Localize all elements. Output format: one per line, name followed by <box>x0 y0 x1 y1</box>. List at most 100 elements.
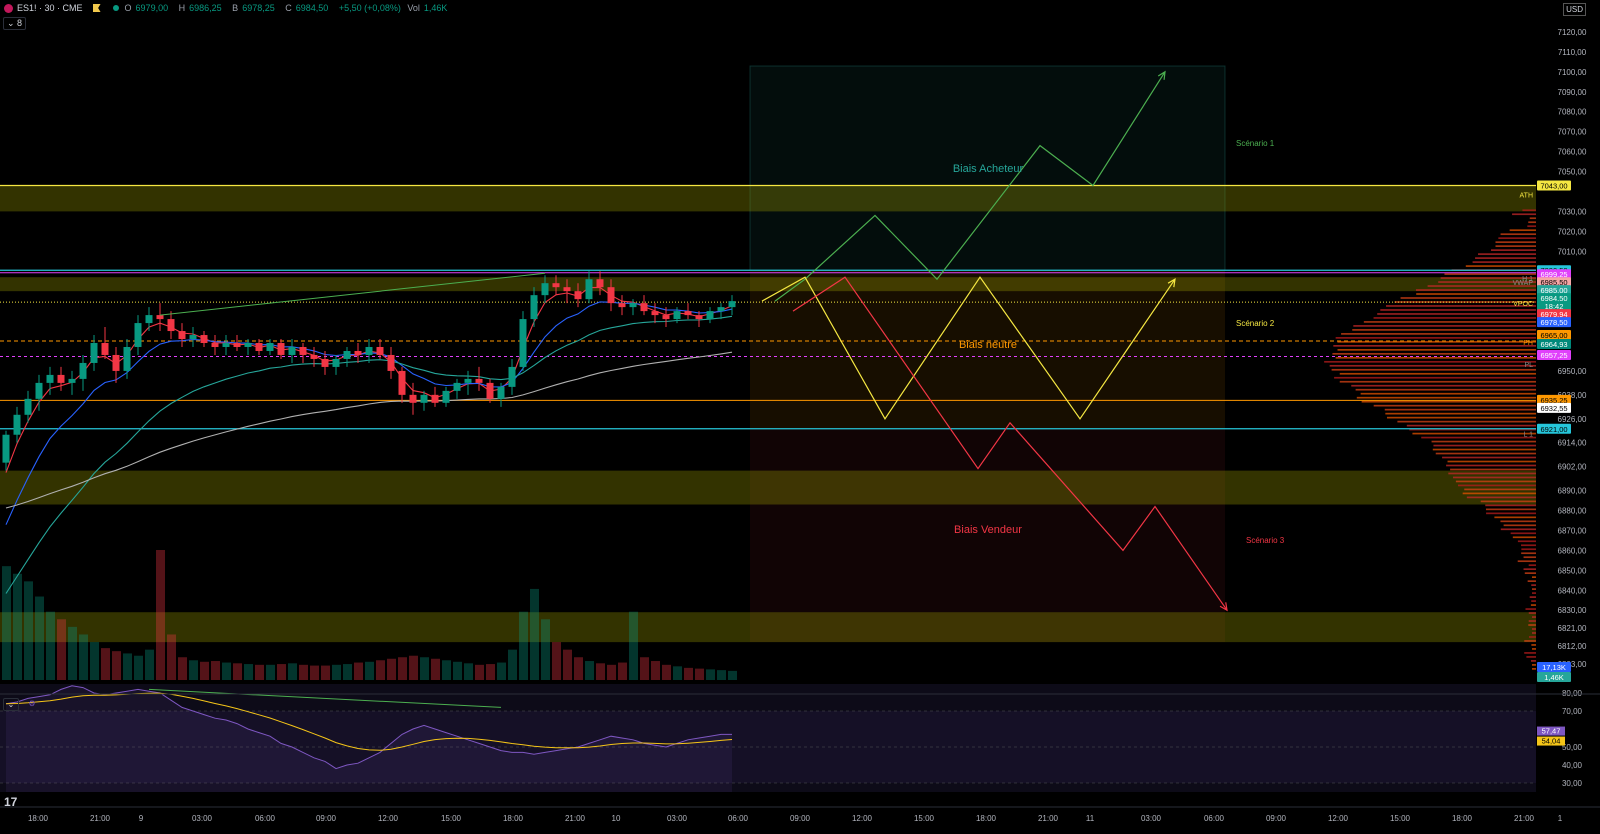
candle-body <box>641 303 648 311</box>
candle-body <box>278 343 285 355</box>
volume-bar <box>79 634 88 680</box>
volume-profile-bar <box>1486 509 1536 511</box>
price-tick-label: 6914,00 <box>1558 439 1587 448</box>
candle-body <box>652 311 659 315</box>
candle-body <box>454 383 461 391</box>
price-tag-label: 7043,00 <box>1540 181 1567 190</box>
tradingview-logo[interactable]: 17 <box>4 795 17 809</box>
candle-body <box>36 383 43 399</box>
collapse-chevron-icon[interactable]: ⌄ <box>3 698 19 711</box>
volume-bar <box>145 650 154 680</box>
candle-body <box>69 379 76 383</box>
volume-bar <box>651 661 660 680</box>
close-value: 6984,50 <box>296 3 329 13</box>
volume-profile-bar <box>1401 297 1536 299</box>
rsi-tick-label: 50,00 <box>1562 743 1583 752</box>
rsi-tag-label: 57,47 <box>1542 727 1561 736</box>
candle-body <box>619 303 626 307</box>
volume-bar <box>673 666 682 680</box>
candle-body <box>564 287 571 291</box>
candle-body <box>553 283 560 287</box>
time-tick-label: 10 <box>612 814 621 823</box>
low-label: B <box>232 3 238 13</box>
volume-profile-bar <box>1336 357 1536 359</box>
time-tick-label: 12:00 <box>378 814 399 823</box>
volume-profile-bar <box>1532 616 1536 618</box>
indicators-toggle[interactable]: ⌄ 8 <box>3 17 26 30</box>
volume-profile-bar <box>1377 313 1536 315</box>
time-tick-label: 06:00 <box>728 814 749 823</box>
volume-profile-bar <box>1532 648 1536 650</box>
volume-profile-bar <box>1526 656 1536 658</box>
candle-body <box>223 343 230 347</box>
currency-button[interactable]: USD <box>1563 3 1586 16</box>
volume-profile-bar <box>1463 493 1536 495</box>
candle-body <box>421 395 428 403</box>
candle-body <box>256 343 263 351</box>
price-tick-label: 7010,00 <box>1558 247 1587 256</box>
symbol-info[interactable]: ES1! · 30 · CME <box>4 3 125 13</box>
candle-body <box>586 279 593 299</box>
volume-profile-bar <box>1397 421 1536 423</box>
zone-0 <box>0 185 1536 211</box>
volume-profile-bar <box>1442 457 1536 459</box>
volume-profile-bar <box>1495 241 1536 243</box>
volume-profile-bar <box>1436 453 1536 455</box>
price-tick-label: 6840,00 <box>1558 586 1587 595</box>
scenario-1-label: Scénario 1 <box>1236 139 1275 148</box>
volume-profile-bar <box>1466 265 1536 267</box>
rsi-tick-label: 30,00 <box>1562 779 1583 788</box>
volume-profile-bar <box>1501 233 1536 235</box>
volume-bar <box>706 669 715 680</box>
volume-bar <box>35 597 44 680</box>
bias-neutral-label: Biais neutre <box>959 339 1017 351</box>
candle-body <box>542 283 549 295</box>
candle-body <box>47 375 54 383</box>
volume-profile-bar <box>1448 461 1536 463</box>
axis-annotation-label: ATH <box>1520 192 1533 199</box>
rsi-settings-icon[interactable]: ⚙ <box>25 698 39 709</box>
volume-profile-bar <box>1531 604 1536 606</box>
volume-profile-bar <box>1531 644 1536 646</box>
candle-body <box>443 391 450 403</box>
volume-bar <box>101 648 110 680</box>
volume-profile-bar <box>1501 528 1536 530</box>
candle-body <box>124 347 131 371</box>
flag-icon[interactable] <box>93 4 101 12</box>
candle-body <box>575 291 582 299</box>
volume-profile-bar <box>1332 369 1536 371</box>
candle-body <box>212 343 219 347</box>
volume-bar <box>57 619 66 680</box>
candle-body <box>388 355 395 371</box>
volume-bar <box>629 612 638 680</box>
volume-profile-bar <box>1364 321 1536 323</box>
time-tick-label: 06:00 <box>1204 814 1225 823</box>
time-tick-label: 9 <box>139 814 144 823</box>
volume-profile-bar <box>1512 213 1536 215</box>
volume-bar <box>695 669 704 680</box>
volume-profile-bar <box>1450 469 1536 471</box>
candle-body <box>718 307 725 311</box>
volume-profile-bar <box>1524 568 1536 570</box>
time-tick-label: 18:00 <box>976 814 997 823</box>
symbol-name[interactable]: ES1! · 30 · CME <box>17 3 83 13</box>
volume-profile-bar <box>1324 361 1536 363</box>
volume-bar <box>607 665 616 680</box>
volume-profile-bar <box>1340 381 1536 383</box>
volume-bar <box>211 661 220 680</box>
price-tick-label: 7090,00 <box>1558 88 1587 97</box>
volume-profile-bar <box>1444 273 1536 275</box>
candle-body <box>630 303 637 307</box>
volume-profile-bar <box>1524 556 1536 558</box>
volume-profile-bar <box>1341 333 1536 335</box>
candle-body <box>322 359 329 367</box>
volume-profile-bar <box>1356 389 1536 391</box>
candle-body <box>487 383 494 399</box>
volume-profile-bar <box>1528 221 1536 223</box>
candle-body <box>432 395 439 403</box>
time-tick-label: 18:00 <box>503 814 524 823</box>
volume-profile-bar <box>1448 473 1536 475</box>
volume-profile-bar <box>1529 564 1536 566</box>
